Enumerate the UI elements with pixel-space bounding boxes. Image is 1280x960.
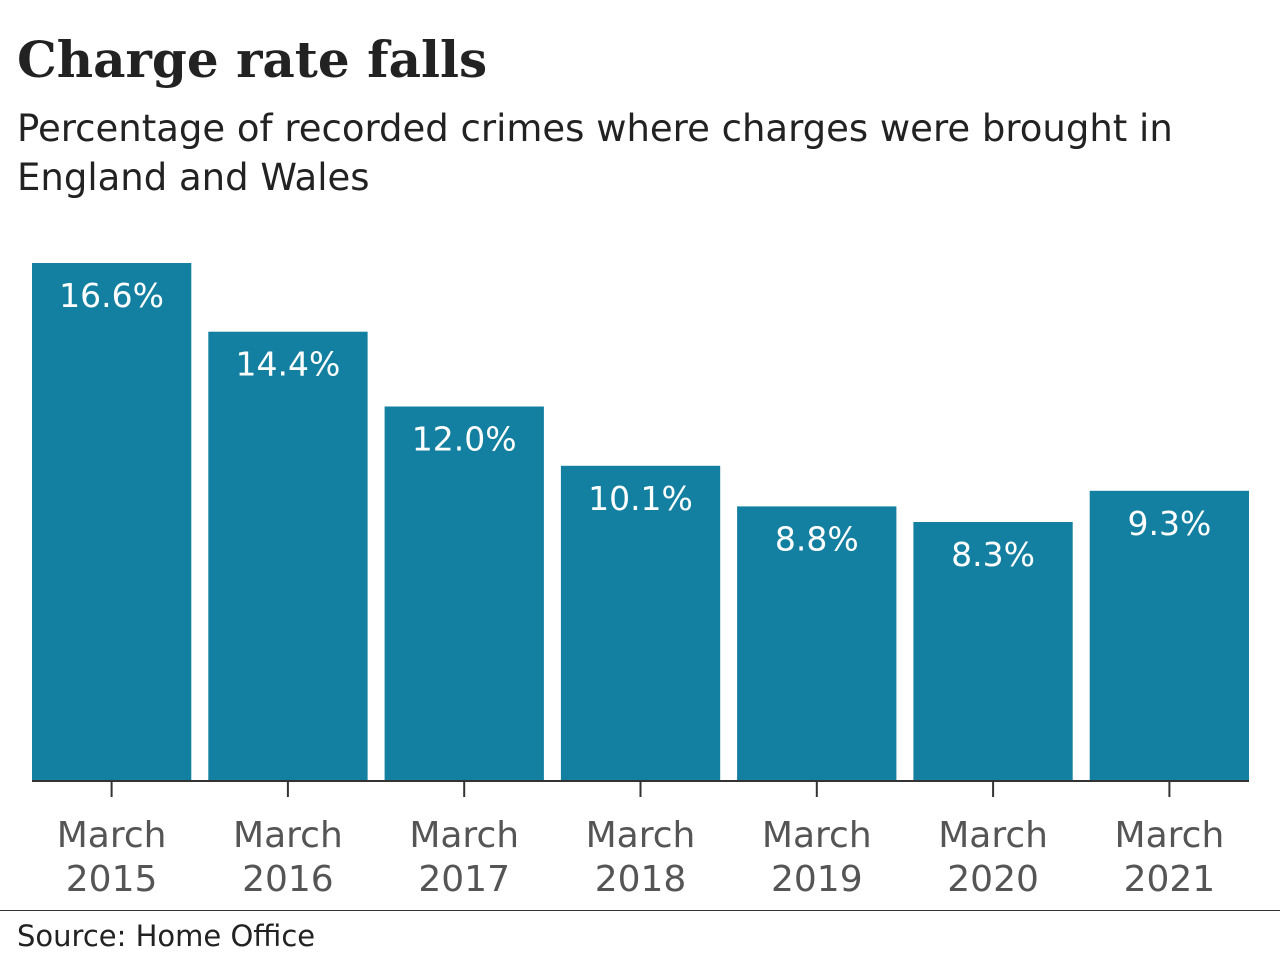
x-axis-ticks-layer: March 2015 March 2016 March 2017 March 2018 Marc… — [57, 781, 1225, 900]
bar-march-2020 — [913, 522, 1073, 781]
bar-march-2021 — [1089, 490, 1249, 781]
data-labels-layer: 16.6% 14.4% 12.0% 10.1% 8.8% 8.3% 9.3% — [59, 276, 1211, 574]
data-label: 8.8% — [775, 519, 859, 558]
bar-march-2018 — [560, 465, 721, 781]
x-tick-label: March 2021 — [1115, 815, 1225, 900]
bar-march-2017 — [384, 406, 544, 781]
bar-march-2016 — [208, 331, 368, 781]
data-label: 12.0% — [412, 420, 517, 459]
x-tick-label: March 2016 — [233, 815, 343, 900]
x-tick-label: March 2019 — [762, 815, 872, 900]
x-tick-label: March 2017 — [409, 815, 519, 900]
data-label: 14.4% — [235, 345, 340, 384]
bar-chart: 16.6% 14.4% 12.0% 10.1% 8.8% 8.3% 9.3% March 20… — [32, 263, 1249, 900]
bars-layer — [32, 263, 1249, 781]
data-label: 8.3% — [951, 535, 1035, 574]
data-label: 9.3% — [1127, 504, 1211, 543]
data-label: 10.1% — [588, 479, 693, 518]
x-tick-label: March 2015 — [57, 815, 167, 900]
source-note: Source: Home Office — [17, 919, 316, 953]
x-tick-label: March 2018 — [586, 815, 696, 900]
bar-march-2015 — [32, 263, 192, 781]
bar-march-2019 — [737, 506, 897, 781]
chart-title: Charge rate falls — [17, 30, 488, 89]
x-tick-label: March 2020 — [938, 815, 1048, 900]
chart-subtitle: Percentage of recorded crimes where char… — [17, 107, 1173, 199]
data-label: 16.6% — [59, 276, 164, 315]
footer-divider — [0, 910, 1280, 911]
